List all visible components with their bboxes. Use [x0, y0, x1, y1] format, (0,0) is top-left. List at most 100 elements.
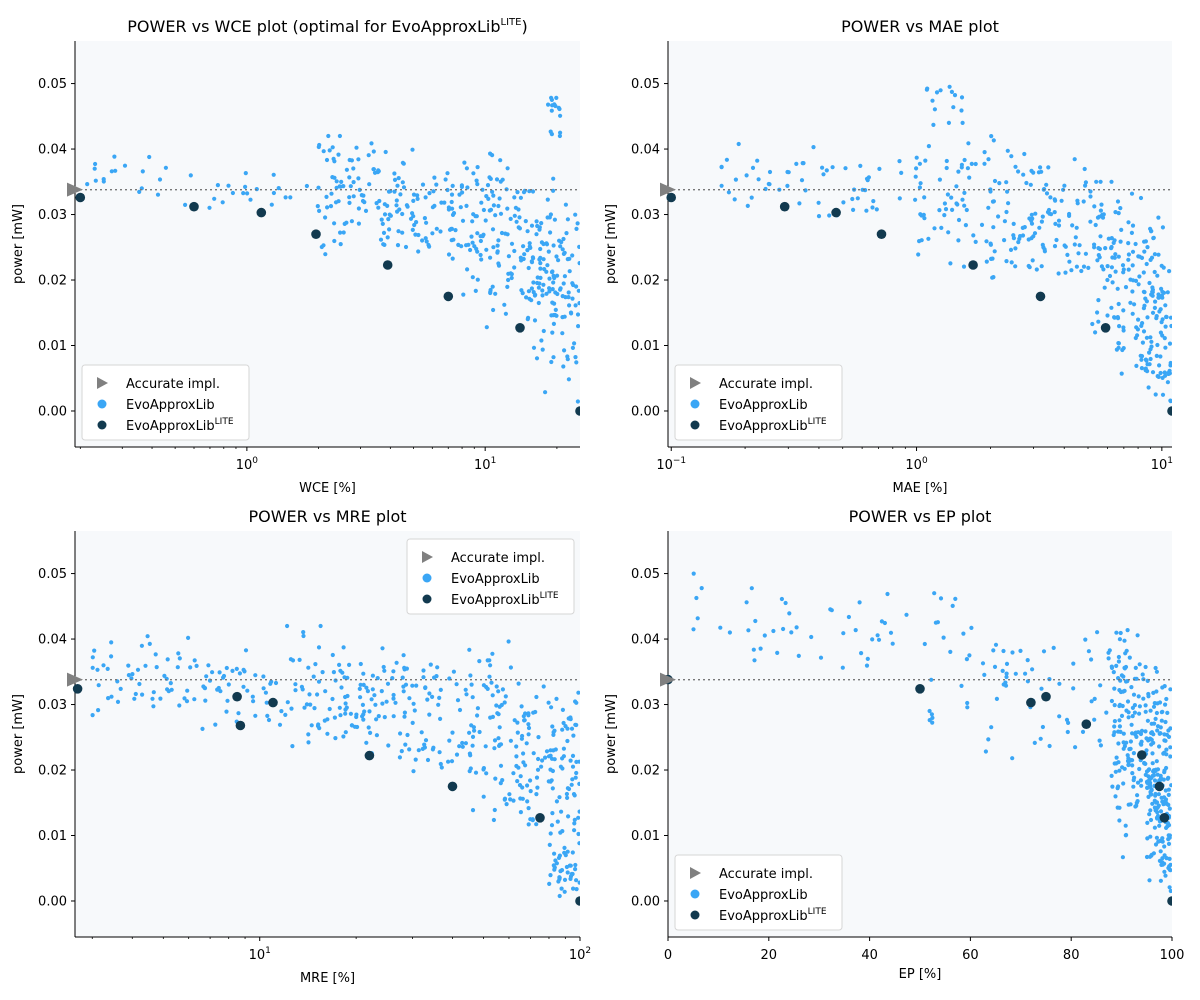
lite-point [1137, 750, 1147, 760]
evo-point [1153, 842, 1159, 847]
evo-point [264, 700, 269, 705]
evo-point [1143, 664, 1148, 670]
evo-point [560, 247, 565, 252]
evo-point [1083, 251, 1088, 256]
evo-point [577, 759, 580, 764]
evo-point [937, 177, 943, 182]
evo-point [536, 300, 541, 306]
evo-point [217, 670, 222, 675]
evo-point [1115, 199, 1121, 204]
evo-point [1126, 220, 1131, 225]
evo-point [349, 219, 354, 224]
evo-point [158, 696, 163, 701]
evo-point [488, 663, 493, 668]
evo-point [558, 130, 563, 135]
evo-point [1158, 370, 1163, 376]
evo-point [525, 229, 530, 234]
evo-point [401, 185, 407, 190]
lite-point [232, 691, 242, 702]
evo-point [331, 670, 336, 675]
evo-point [990, 275, 995, 280]
evo-point [490, 284, 495, 289]
evo-point [192, 697, 197, 702]
evo-point [1146, 385, 1151, 390]
evo-point [1168, 726, 1172, 731]
evo-point [516, 681, 521, 686]
evo-point [547, 286, 552, 291]
evo-point [1133, 665, 1138, 671]
evo-point [372, 693, 377, 698]
legend-accurate-label: Accurate impl. [451, 551, 545, 566]
lite-point [779, 201, 790, 212]
evo-point [573, 867, 578, 872]
evo-point [1160, 860, 1165, 865]
evo-point [423, 685, 428, 691]
evo-point [130, 672, 135, 677]
evo-point [564, 231, 569, 236]
evo-point [786, 170, 791, 175]
evo-point [1160, 333, 1165, 338]
evo-point [771, 628, 776, 634]
evo-point [548, 779, 553, 784]
evo-point [343, 711, 348, 716]
evo-point [1135, 793, 1140, 798]
evo-point [332, 715, 337, 720]
evo-point [397, 755, 402, 760]
evo-point [553, 307, 558, 312]
evo-point [1029, 236, 1034, 241]
evo-point [1156, 215, 1161, 220]
evo-point [551, 188, 556, 193]
evo-point [1120, 765, 1125, 770]
evo-point [1152, 269, 1157, 275]
evo-point [888, 630, 894, 635]
evo-point [558, 286, 563, 291]
evo-point [354, 712, 359, 717]
evo-point [1069, 268, 1074, 273]
evo-point [327, 706, 332, 712]
evo-point [983, 749, 989, 754]
evo-point [1168, 862, 1172, 867]
evo-point [317, 208, 322, 213]
evo-point [577, 261, 580, 266]
evo-point [938, 88, 943, 93]
evo-point [866, 175, 872, 180]
evo-point [548, 230, 553, 235]
evo-point [386, 743, 391, 748]
evo-point [1130, 311, 1135, 316]
lite-point [575, 406, 580, 416]
evo-point [319, 244, 324, 250]
evo-point [1156, 295, 1161, 300]
evo-point [562, 250, 567, 255]
accurate-marker [660, 182, 676, 197]
evo-point [475, 231, 480, 236]
evo-point [151, 704, 156, 709]
evo-point [266, 717, 272, 723]
evo-point [481, 794, 486, 799]
evo-point [526, 711, 531, 716]
evo-point [1154, 815, 1160, 820]
evo-point [1150, 801, 1155, 806]
evo-point [548, 873, 553, 878]
evo-point [323, 215, 328, 220]
evo-point [966, 141, 971, 146]
evo-point [512, 195, 517, 200]
evo-point [1083, 637, 1088, 642]
evo-point [959, 683, 964, 689]
evo-point [505, 232, 510, 237]
evo-point [551, 355, 556, 360]
y-tick-label: 0.02 [38, 764, 67, 779]
evo-point [330, 145, 335, 150]
evo-point [551, 280, 556, 285]
evo-point [137, 189, 142, 194]
evo-point [752, 658, 757, 663]
evo-point [402, 714, 407, 719]
evo-point [1136, 282, 1141, 287]
evo-point [96, 683, 101, 688]
y-axis-label: power [mW] [11, 204, 26, 284]
evo-point [1168, 398, 1172, 403]
evo-point [512, 718, 517, 723]
evo-point [525, 248, 530, 253]
evo-point [566, 295, 571, 300]
evo-point [322, 718, 327, 723]
evo-point [366, 725, 371, 730]
